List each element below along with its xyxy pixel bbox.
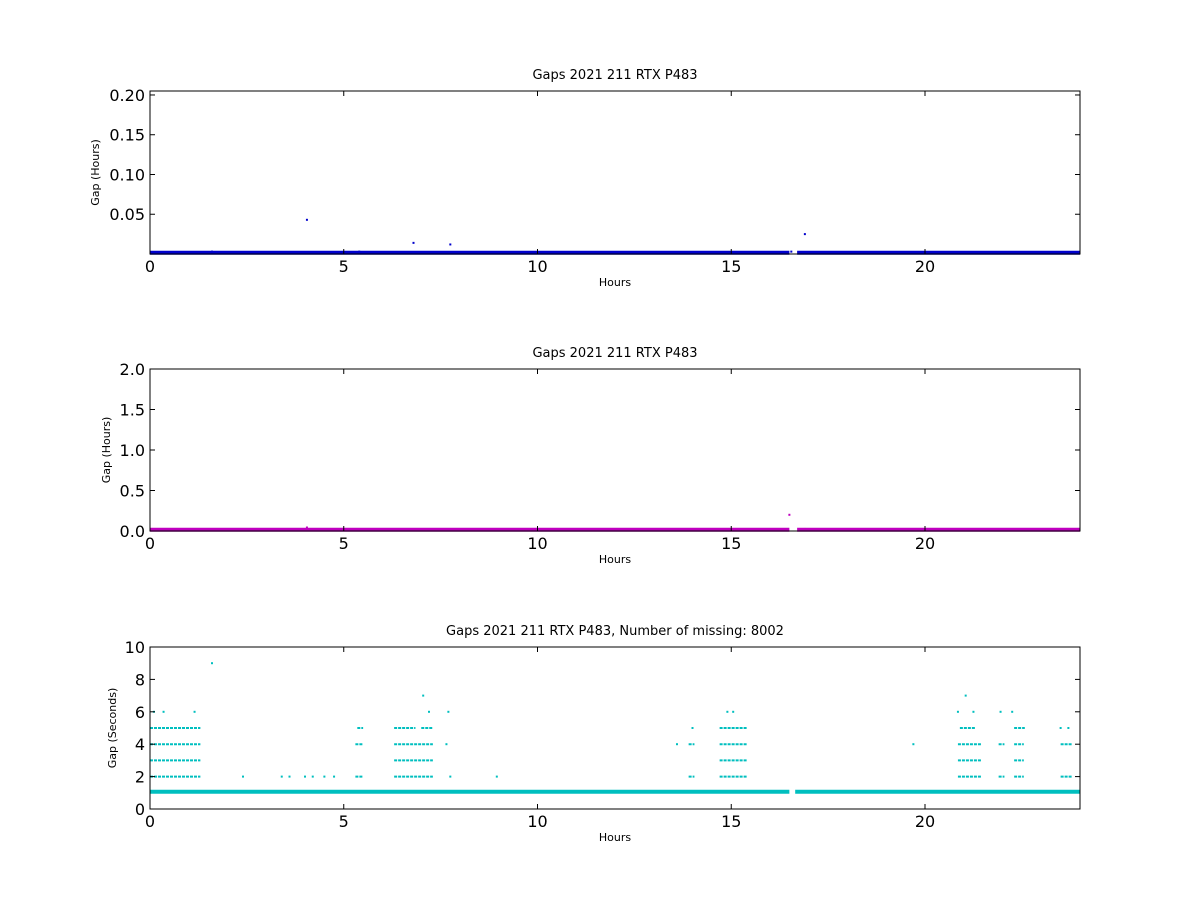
data-point <box>449 775 452 778</box>
x-axis-label: Hours <box>599 553 631 566</box>
y-tick-label: 4 <box>135 735 145 754</box>
x-axis-label: Hours <box>599 831 631 844</box>
data-point <box>1011 710 1014 713</box>
data-point <box>333 775 336 778</box>
chart-panel-3: Gaps 2021 211 RTX P483, Number of missin… <box>106 624 1081 844</box>
y-tick-label: 0 <box>135 800 145 819</box>
data-point <box>964 694 967 697</box>
y-tick-label: 0.10 <box>109 165 145 184</box>
data-point <box>726 710 729 713</box>
x-tick-label: 0 <box>145 812 155 831</box>
y-tick-label: 0.0 <box>120 522 145 541</box>
x-tick-label: 20 <box>915 812 935 831</box>
data-point <box>305 218 308 221</box>
plot-frame <box>149 368 1081 532</box>
data-point <box>304 775 306 778</box>
data-point <box>428 710 430 713</box>
data-point <box>422 694 425 697</box>
y-tick-label: 2.0 <box>120 360 145 379</box>
data-point <box>323 775 326 778</box>
x-tick-label: 10 <box>527 534 547 553</box>
x-tick-label: 15 <box>721 812 741 831</box>
data-series <box>150 662 1080 794</box>
data-point <box>691 727 694 729</box>
x-tick-label: 15 <box>721 534 741 553</box>
y-tick-label: 0.15 <box>109 126 145 145</box>
x-tick-label: 0 <box>145 257 155 276</box>
y-axis-label: Gap (Seconds) <box>106 688 119 769</box>
data-point <box>676 743 678 746</box>
y-tick-label: 6 <box>135 703 145 722</box>
plot-frame <box>149 90 1081 255</box>
x-tick-label: 0 <box>145 534 155 553</box>
chart-panel-1: Gaps 2021 211 RTX P483 0 5 10 15 20 0.05 0.10 0.… <box>89 68 1081 289</box>
data-point <box>972 710 975 713</box>
data-point <box>305 526 308 529</box>
data-series <box>150 513 1080 532</box>
data-point <box>242 775 244 778</box>
y-tick-label: 0.20 <box>109 86 145 105</box>
x-axis-label: Hours <box>599 276 631 289</box>
data-point <box>288 775 291 778</box>
chart-title: Gaps 2021 211 RTX P483, Number of missin… <box>446 624 784 639</box>
data-point <box>445 743 448 746</box>
x-tick-label: 10 <box>527 812 547 831</box>
data-point <box>280 775 283 778</box>
data-point <box>211 250 213 253</box>
data-point <box>732 710 735 713</box>
data-point <box>495 775 498 778</box>
data-point <box>803 233 806 236</box>
plot-frame <box>149 646 1081 810</box>
data-point <box>1022 727 1025 729</box>
chart-title: Gaps 2021 211 RTX P483 <box>532 68 697 83</box>
data-point <box>211 662 213 665</box>
data-point <box>999 710 1002 713</box>
y-tick-label: 8 <box>135 670 145 689</box>
data-point <box>912 743 915 746</box>
data-point <box>447 710 450 713</box>
data-point <box>788 513 791 516</box>
chart-panel-2: Gaps 2021 211 RTX P483 0 5 10 15 20 0.0 0.5 1.0 1… <box>100 346 1081 566</box>
x-tick-label: 15 <box>721 257 741 276</box>
y-tick-label: 0.05 <box>109 205 145 224</box>
data-point <box>358 250 361 253</box>
y-tick-label: 1.5 <box>120 401 145 420</box>
data-point <box>803 527 806 530</box>
data-point <box>1059 727 1062 729</box>
data-point <box>193 710 196 713</box>
y-tick-label: 0.5 <box>120 482 145 501</box>
data-point <box>956 710 959 713</box>
y-tick-label: 10 <box>125 638 145 657</box>
x-tick-label: 5 <box>339 534 349 553</box>
chart-title: Gaps 2021 211 RTX P483 <box>532 346 697 361</box>
data-point <box>790 250 793 253</box>
x-tick-label: 20 <box>915 534 935 553</box>
y-tick-label: 2 <box>135 768 145 787</box>
y-axis-label: Gap (Hours) <box>89 139 102 206</box>
y-axis-label: Gap (Hours) <box>100 417 113 484</box>
y-tick-label: 1.0 <box>120 441 145 460</box>
x-tick-label: 20 <box>915 257 935 276</box>
data-point <box>162 710 165 713</box>
data-point <box>449 243 452 246</box>
x-tick-label: 5 <box>339 812 349 831</box>
data-point <box>412 241 415 244</box>
data-point <box>1067 727 1070 729</box>
data-point <box>311 775 314 778</box>
x-tick-label: 10 <box>527 257 547 276</box>
data-series <box>150 218 1080 255</box>
x-tick-label: 5 <box>339 257 349 276</box>
